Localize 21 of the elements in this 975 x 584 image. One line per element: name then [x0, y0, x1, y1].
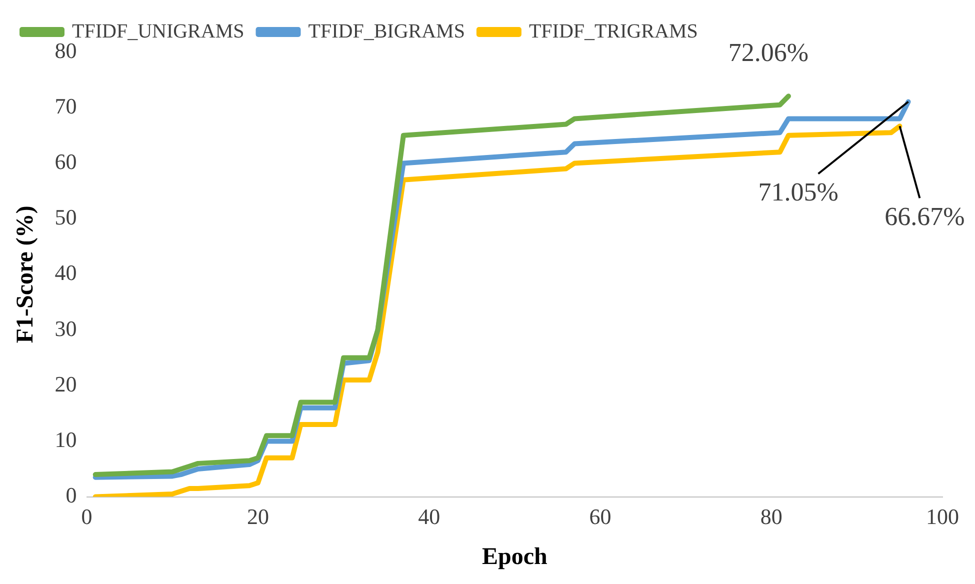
annotation: 71.05%: [758, 178, 838, 207]
annotation: 72.06%: [728, 38, 809, 67]
y-tick-label: 20: [54, 371, 77, 396]
x-tick-label: 20: [246, 504, 269, 529]
y-tick-label: 0: [66, 482, 77, 508]
legend-label: TFIDF_TRIGRAMS: [528, 20, 698, 42]
y-axis-title: F1-Score (%): [12, 206, 39, 344]
x-tick-label: 60: [589, 504, 612, 529]
y-tick-label: 30: [54, 316, 77, 341]
x-tick-label: 80: [760, 504, 782, 529]
x-axis-title: Epoch: [482, 544, 548, 570]
y-tick-label: 60: [54, 148, 77, 174]
annotation: 66.67%: [884, 202, 965, 231]
y-tick-label: 50: [54, 204, 77, 230]
y-tick-label: 40: [54, 260, 77, 286]
x-tick-label: 0: [81, 504, 92, 529]
y-tick-label: 10: [54, 426, 77, 452]
x-tick-label: 40: [418, 504, 440, 529]
legend-label: TFIDF_BIGRAMS: [308, 20, 465, 42]
y-tick-label: 70: [54, 93, 77, 118]
x-tick-label: 100: [926, 504, 959, 529]
